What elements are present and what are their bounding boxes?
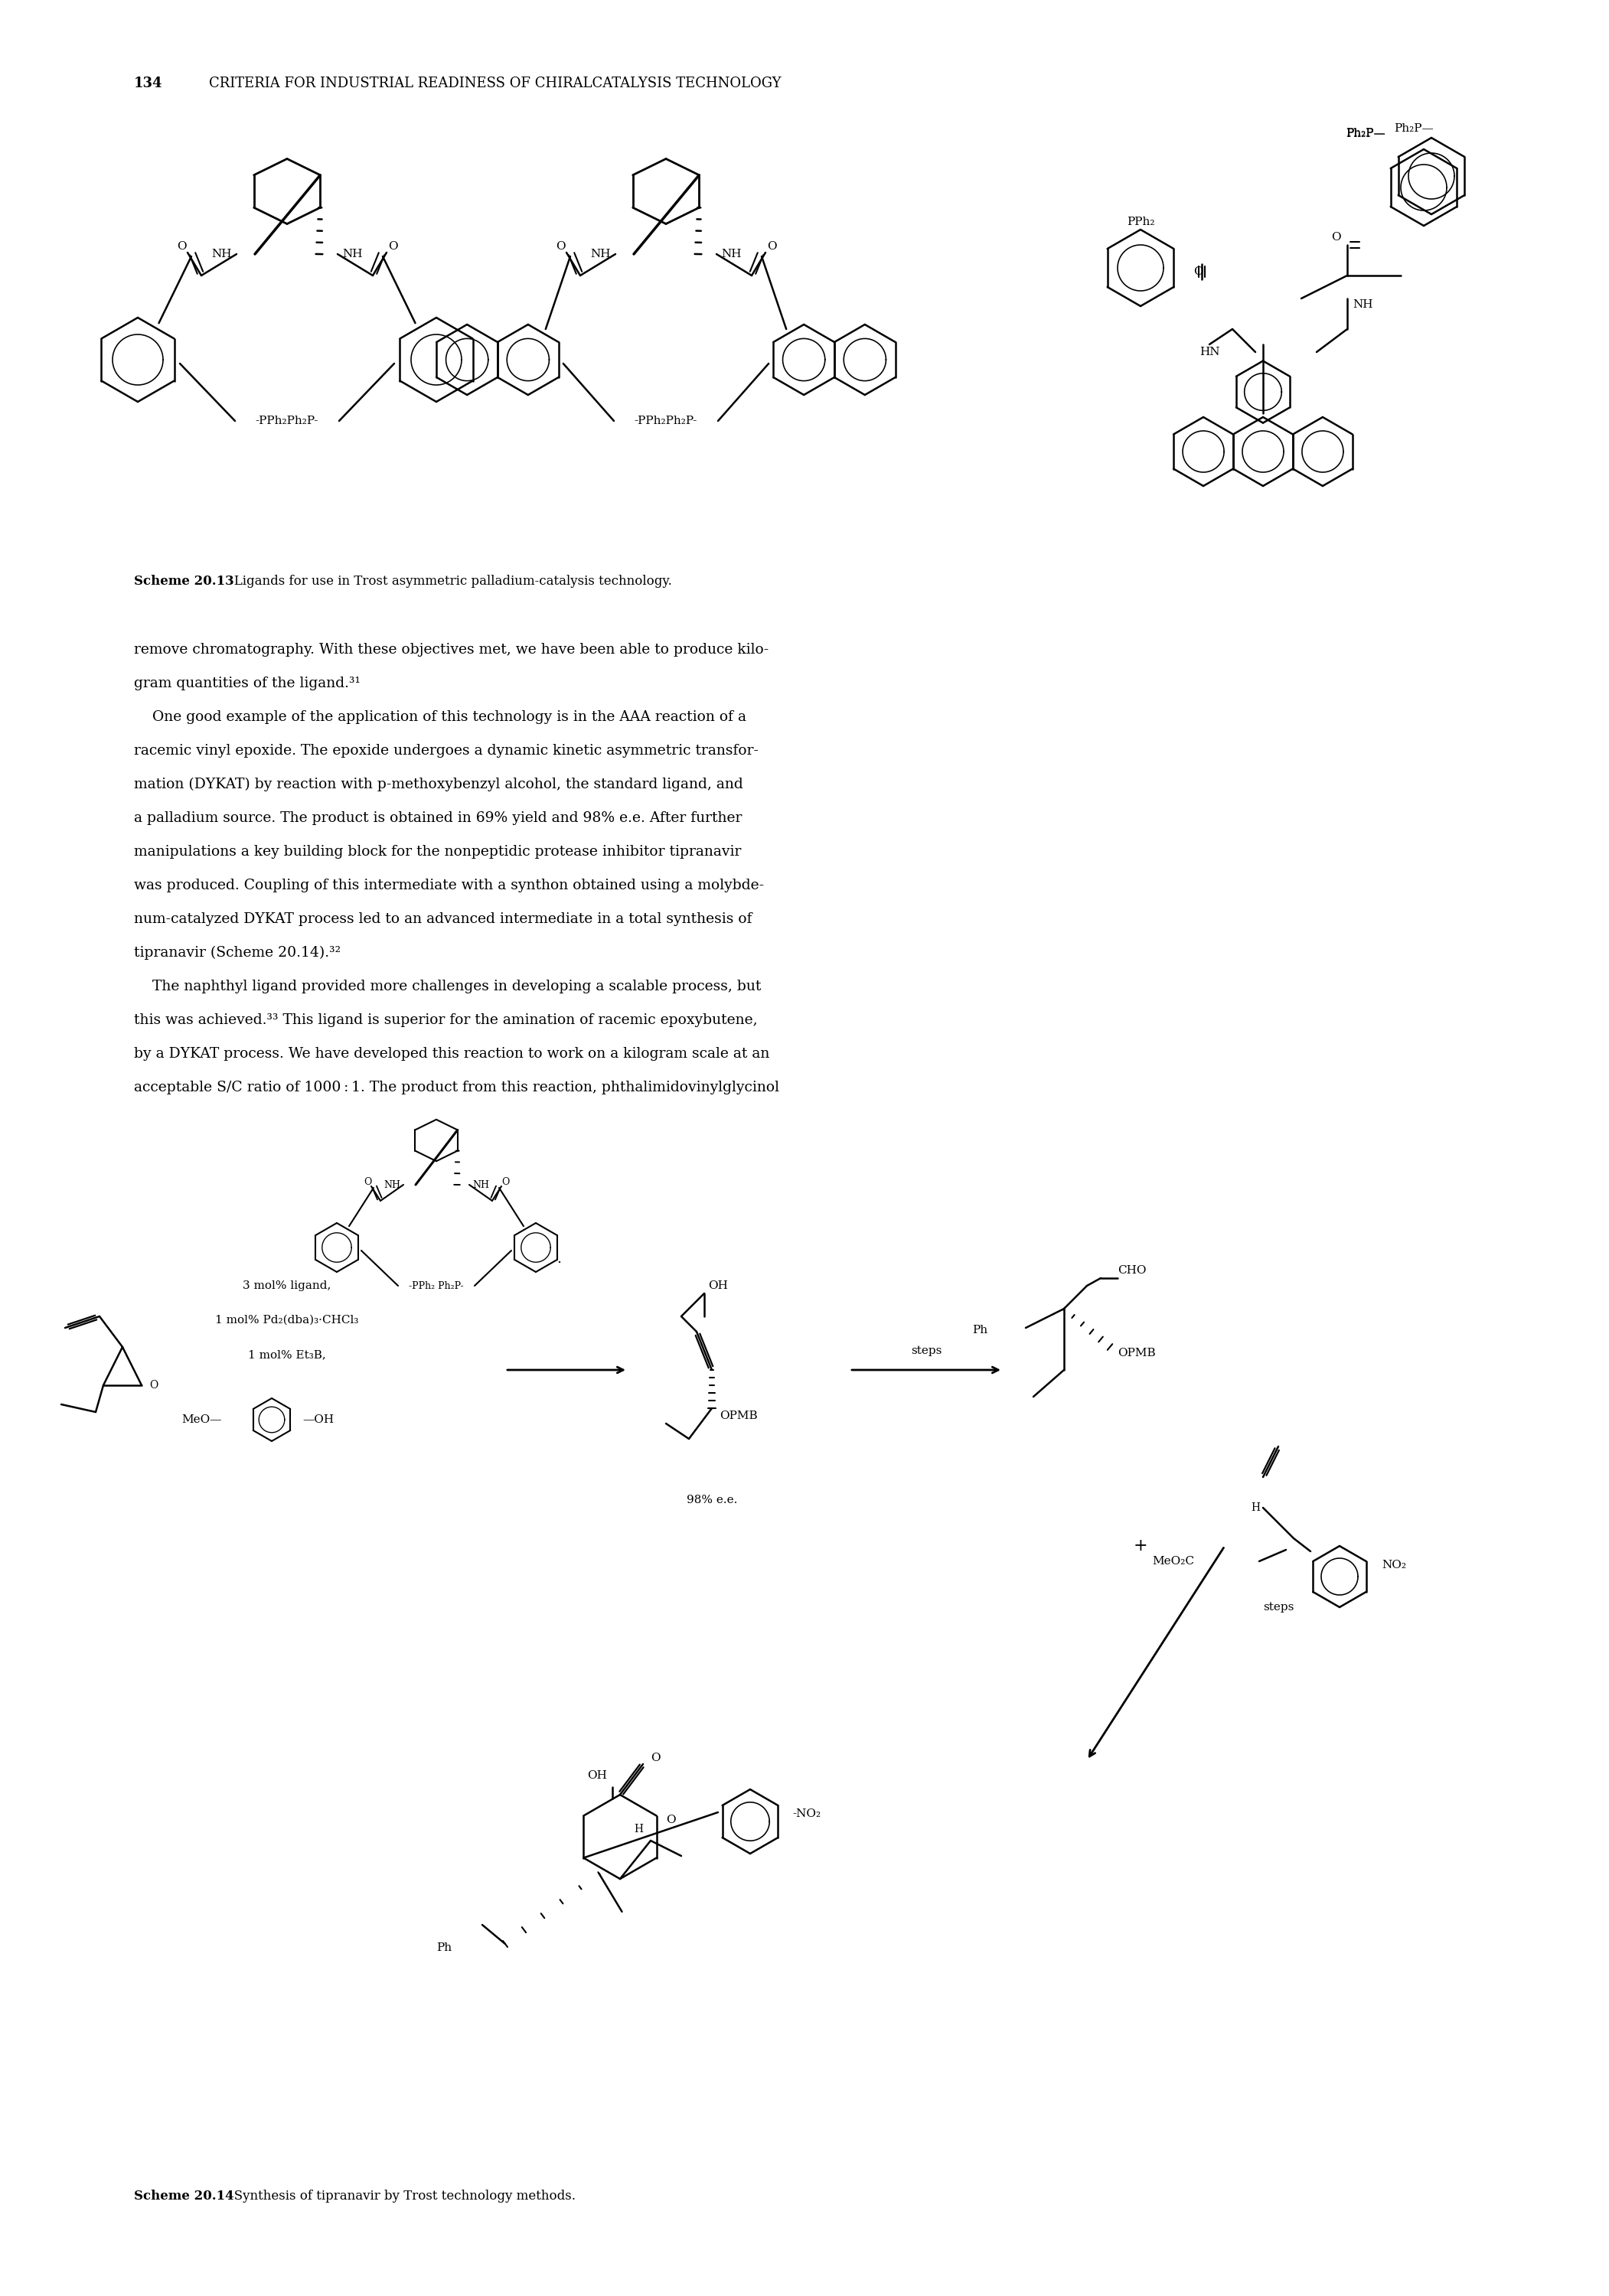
Text: Synthesis of tipranavir by Trost technology methods.: Synthesis of tipranavir by Trost technol… — [222, 2190, 576, 2204]
Text: OPMB: OPMB — [1118, 1348, 1155, 1359]
Text: by a DYKAT process. We have developed this reaction to work on a kilogram scale : by a DYKAT process. We have developed th… — [134, 1047, 769, 1061]
Text: +: + — [1133, 1538, 1147, 1554]
Text: CRITERIA FOR INDUSTRIAL READINESS OF CHIRALCATALYSIS TECHNOLOGY: CRITERIA FOR INDUSTRIAL READINESS OF CHI… — [191, 76, 780, 90]
Text: mation (DYKAT) by reaction with p-methoxybenzyl alcohol, the standard ligand, an: mation (DYKAT) by reaction with p-methox… — [134, 778, 743, 792]
Text: num-catalyzed DYKAT process led to an advanced intermediate in a total synthesis: num-catalyzed DYKAT process led to an ad… — [134, 912, 751, 925]
Text: 3 mol% ligand,: 3 mol% ligand, — [243, 1281, 331, 1290]
Text: 1 mol% Pd₂(dba)₃·CHCl₃: 1 mol% Pd₂(dba)₃·CHCl₃ — [216, 1316, 359, 1325]
Text: acceptable S/C ratio of 1000 : 1. The product from this reaction, phthalimidovin: acceptable S/C ratio of 1000 : 1. The pr… — [134, 1081, 779, 1095]
Text: Scheme 20.13: Scheme 20.13 — [134, 576, 233, 588]
Text: racemic vinyl epoxide. The epoxide undergoes a dynamic kinetic asymmetric transf: racemic vinyl epoxide. The epoxide under… — [134, 744, 758, 758]
Text: -NO₂: -NO₂ — [792, 1809, 821, 1818]
Text: O: O — [364, 1176, 372, 1187]
Text: 98% e.e.: 98% e.e. — [687, 1495, 737, 1506]
Text: Ph₂P—: Ph₂P— — [1393, 124, 1434, 133]
Text: MeO₂C: MeO₂C — [1152, 1557, 1194, 1566]
Text: O: O — [150, 1380, 158, 1391]
Text: NH: NH — [473, 1180, 489, 1189]
Text: The naphthyl ligand provided more challenges in developing a scalable process, b: The naphthyl ligand provided more challe… — [134, 980, 761, 994]
Text: H: H — [634, 1823, 644, 1835]
Text: O: O — [1331, 232, 1340, 243]
Text: —OH: —OH — [302, 1414, 333, 1426]
Text: ·: · — [557, 1256, 562, 1270]
Text: H: H — [1250, 1502, 1260, 1513]
Text: HN: HN — [1199, 347, 1220, 358]
Text: steps: steps — [1263, 1603, 1294, 1612]
Text: 1 mol% Et₃B,: 1 mol% Et₃B, — [248, 1350, 327, 1359]
Text: Ligands for use in Trost asymmetric palladium-catalysis technology.: Ligands for use in Trost asymmetric pall… — [222, 576, 673, 588]
Text: remove chromatography. With these objectives met, we have been able to produce k: remove chromatography. With these object… — [134, 643, 769, 657]
Text: O: O — [555, 241, 565, 253]
Text: a palladium source. The product is obtained in 69% yield and 98% e.e. After furt: a palladium source. The product is obtai… — [134, 810, 742, 824]
Text: O: O — [1194, 266, 1204, 278]
Text: NH: NH — [212, 248, 232, 259]
Text: NH: NH — [383, 1180, 401, 1189]
Text: O: O — [177, 241, 187, 253]
Text: NH: NH — [343, 248, 362, 259]
Text: O: O — [666, 1814, 676, 1825]
Text: -PPh₂Ph₂P-: -PPh₂Ph₂P- — [634, 416, 697, 427]
Text: O: O — [767, 241, 777, 253]
Text: was produced. Coupling of this intermediate with a synthon obtained using a moly: was produced. Coupling of this intermedi… — [134, 879, 764, 893]
Text: manipulations a key building block for the nonpeptidic protease inhibitor tipran: manipulations a key building block for t… — [134, 845, 742, 859]
Text: OH: OH — [587, 1770, 607, 1782]
Text: Ph: Ph — [436, 1942, 452, 1954]
Text: Ph₂P—: Ph₂P— — [1345, 129, 1385, 140]
Text: Ph: Ph — [972, 1325, 988, 1336]
Text: CHO: CHO — [1118, 1265, 1146, 1277]
Text: OPMB: OPMB — [719, 1410, 758, 1421]
Text: steps: steps — [911, 1345, 941, 1357]
Text: -PPh₂Ph₂P-: -PPh₂Ph₂P- — [256, 416, 319, 427]
Text: tipranavir (Scheme 20.14).³²: tipranavir (Scheme 20.14).³² — [134, 946, 341, 960]
Text: NO₂: NO₂ — [1382, 1559, 1406, 1570]
Text: PPh₂: PPh₂ — [1126, 216, 1155, 227]
Text: 134: 134 — [134, 76, 163, 90]
Text: O: O — [650, 1752, 660, 1763]
Text: One good example of the application of this technology is in the AAA reaction of: One good example of the application of t… — [134, 709, 747, 723]
Text: this was achieved.³³ This ligand is superior for the amination of racemic epoxyb: this was achieved.³³ This ligand is supe… — [134, 1013, 758, 1026]
Text: NH: NH — [721, 248, 742, 259]
Text: Scheme 20.14: Scheme 20.14 — [134, 2190, 233, 2204]
Text: OH: OH — [708, 1281, 727, 1290]
Text: NH: NH — [1353, 298, 1372, 310]
Text: MeO—: MeO— — [182, 1414, 222, 1426]
Text: O: O — [502, 1176, 508, 1187]
Text: Ph₂P—: Ph₂P— — [1345, 129, 1385, 138]
Text: gram quantities of the ligand.³¹: gram quantities of the ligand.³¹ — [134, 677, 360, 691]
Text: NH: NH — [591, 248, 611, 259]
Text: O: O — [388, 241, 397, 253]
Text: -PPh₂ Ph₂P-: -PPh₂ Ph₂P- — [409, 1281, 463, 1290]
